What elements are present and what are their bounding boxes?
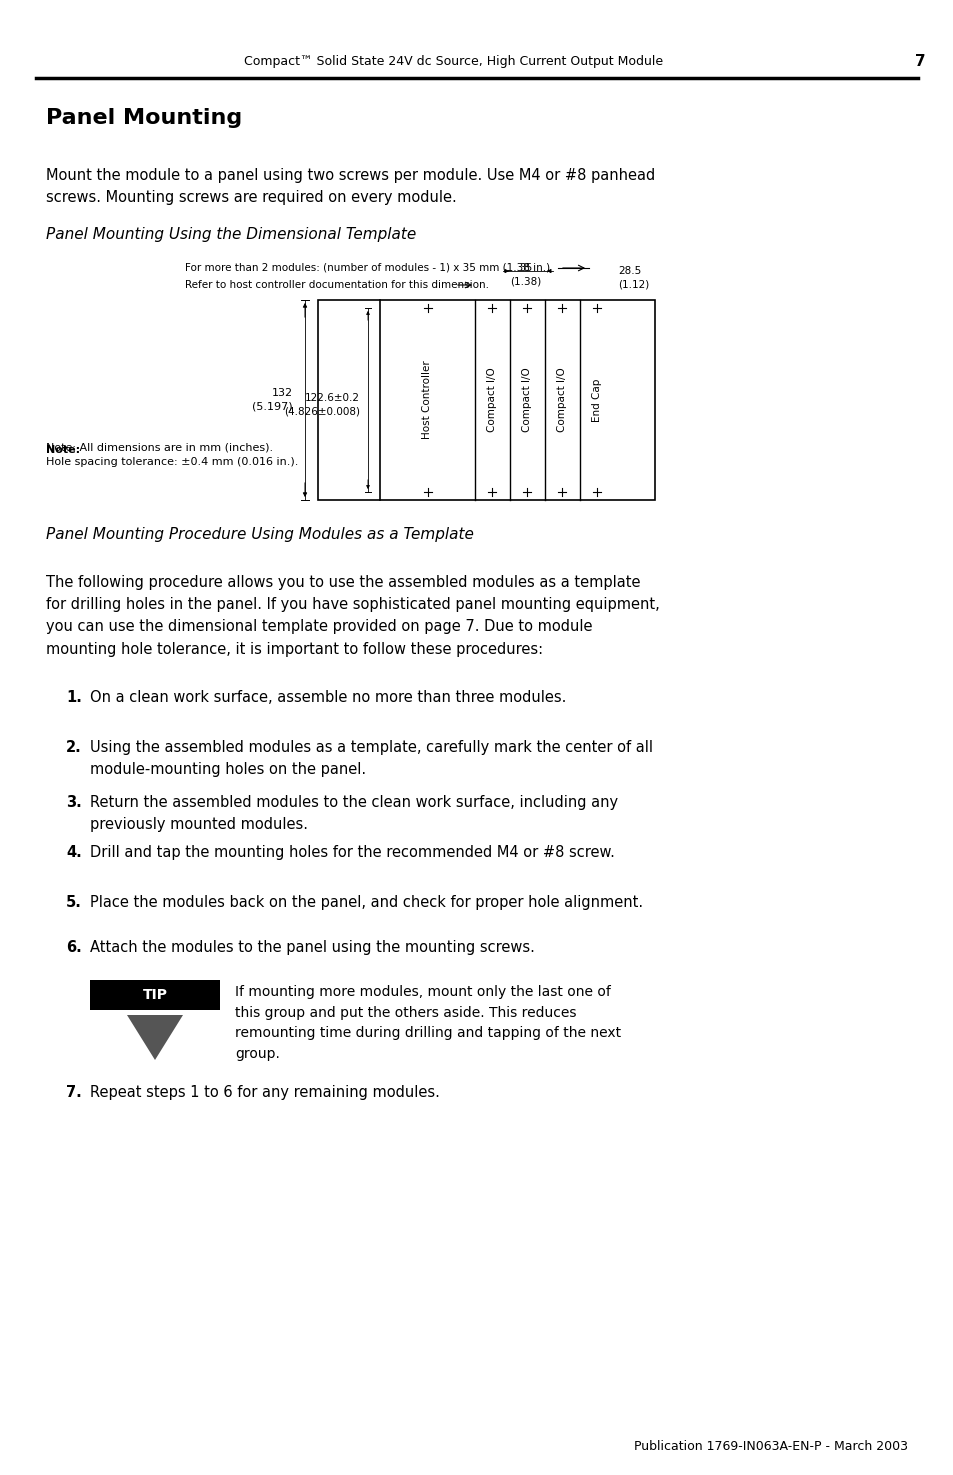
Text: Repeat steps 1 to 6 for any remaining modules.: Repeat steps 1 to 6 for any remaining mo…: [90, 1086, 439, 1100]
Text: 1.: 1.: [66, 690, 82, 705]
Text: Publication 1769-IN063A-EN-P - March 2003: Publication 1769-IN063A-EN-P - March 200…: [634, 1441, 907, 1453]
Text: If mounting more modules, mount only the last one of
this group and put the othe: If mounting more modules, mount only the…: [234, 985, 620, 1061]
Text: Panel Mounting: Panel Mounting: [46, 108, 242, 128]
Text: 2.: 2.: [66, 740, 82, 755]
Text: 28.5
(1.12): 28.5 (1.12): [618, 267, 649, 289]
Bar: [317, 299, 655, 500]
Text: 5.: 5.: [66, 895, 82, 910]
Text: Refer to host controller documentation for this dimension.: Refer to host controller documentation f…: [185, 280, 489, 291]
Text: Panel Mounting Procedure Using Modules as a Template: Panel Mounting Procedure Using Modules a…: [46, 528, 474, 543]
Text: 132
(5.197): 132 (5.197): [253, 388, 293, 412]
Text: On a clean work surface, assemble no more than three modules.: On a clean work surface, assemble no mor…: [90, 690, 566, 705]
Text: Note:: Note:: [46, 445, 80, 454]
Text: Drill and tap the mounting holes for the recommended M4 or #8 screw.: Drill and tap the mounting holes for the…: [90, 845, 615, 860]
Text: Compact I/O: Compact I/O: [557, 367, 566, 432]
Text: Mount the module to a panel using two screws per module. Use M4 or #8 panhead
sc: Mount the module to a panel using two sc…: [46, 168, 655, 205]
Text: Return the assembled modules to the clean work surface, including any
previously: Return the assembled modules to the clea…: [90, 795, 618, 832]
Text: Using the assembled modules as a template, carefully mark the center of all
modu: Using the assembled modules as a templat…: [90, 740, 652, 777]
Text: Place the modules back on the panel, and check for proper hole alignment.: Place the modules back on the panel, and…: [90, 895, 642, 910]
Text: 122.6±0.2
(4.826±0.008): 122.6±0.2 (4.826±0.008): [284, 394, 359, 416]
Text: Note: All dimensions are in mm (inches).
Hole spacing tolerance: ±0.4 mm (0.016 : Note: All dimensions are in mm (inches).…: [46, 442, 298, 468]
Text: 6.: 6.: [66, 940, 82, 954]
Text: Compact I/O: Compact I/O: [486, 367, 497, 432]
Polygon shape: [127, 1015, 183, 1061]
Text: 35
(1.38): 35 (1.38): [510, 264, 541, 286]
Text: TIP: TIP: [142, 988, 168, 1002]
Text: End Cap: End Cap: [592, 378, 601, 422]
Text: 7.: 7.: [66, 1086, 82, 1100]
Text: For more than 2 modules: (number of modules - 1) x 35 mm (1.38 in.): For more than 2 modules: (number of modu…: [185, 263, 550, 273]
Text: Panel Mounting Using the Dimensional Template: Panel Mounting Using the Dimensional Tem…: [46, 227, 416, 242]
Text: Compact™ Solid State 24V dc Source, High Current Output Module: Compact™ Solid State 24V dc Source, High…: [244, 56, 663, 68]
Text: 7: 7: [914, 55, 924, 69]
Text: Compact I/O: Compact I/O: [521, 367, 532, 432]
Text: 4.: 4.: [66, 845, 82, 860]
Text: 3.: 3.: [66, 795, 82, 810]
Text: Host Controller: Host Controller: [421, 360, 432, 440]
Bar: [90, 979, 220, 1010]
Text: Attach the modules to the panel using the mounting screws.: Attach the modules to the panel using th…: [90, 940, 535, 954]
Text: The following procedure allows you to use the assembled modules as a template
fo: The following procedure allows you to us…: [46, 575, 659, 656]
